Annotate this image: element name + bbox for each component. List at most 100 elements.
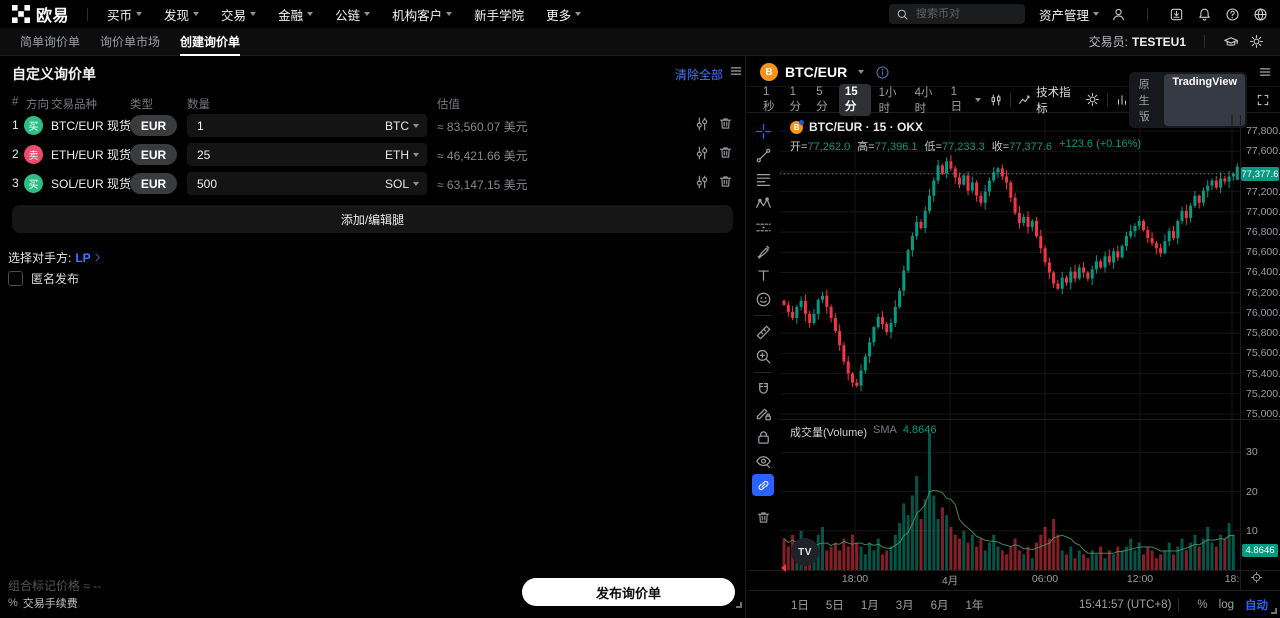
interval-1m[interactable]: 1分 xyxy=(789,85,802,113)
anonymous-checkbox[interactable] xyxy=(8,271,23,286)
view-chart-icon[interactable] xyxy=(694,145,710,161)
lock-tool-icon[interactable] xyxy=(751,425,775,449)
view-chart-icon[interactable] xyxy=(694,174,710,190)
currency-pill[interactable]: EUR xyxy=(130,115,177,136)
log-scale-button[interactable]: log xyxy=(1218,598,1234,611)
nav-menu-buy-crypto[interactable]: 买币 xyxy=(96,0,153,28)
ruler-tool-icon[interactable] xyxy=(751,320,775,344)
fib-retracement-tool-icon[interactable] xyxy=(751,167,775,191)
nav-menu-trade[interactable]: 交易 xyxy=(210,0,267,28)
interval-group: 1秒 1分 5分 15分 1小时 4小时 1日 xyxy=(757,82,971,118)
nav-divider xyxy=(87,7,89,21)
auto-scale-button[interactable]: 自动 xyxy=(1245,599,1268,612)
fullscreen-icon[interactable] xyxy=(1256,93,1270,107)
settings-gear-icon[interactable] xyxy=(1249,34,1264,49)
currency-pill[interactable]: EUR xyxy=(130,173,177,194)
amount-input[interactable] xyxy=(195,117,385,134)
range-1mo[interactable]: 1月 xyxy=(860,599,879,612)
amount-input[interactable] xyxy=(195,175,385,192)
zoom-in-tool-icon[interactable] xyxy=(751,344,775,368)
indicators-label[interactable]: 技术指标 xyxy=(1036,86,1071,115)
assets-menu[interactable]: 资产管理 xyxy=(1039,5,1099,24)
tradingview-watermark-icon[interactable]: TV xyxy=(791,538,819,566)
percent-scale-button[interactable]: % xyxy=(1197,598,1208,611)
interval-4h[interactable]: 4小时 xyxy=(914,86,933,115)
draw-lock-tool-icon[interactable] xyxy=(751,401,775,425)
long-position-tool-icon[interactable] xyxy=(751,215,775,239)
xabcd-pattern-tool-icon[interactable] xyxy=(751,191,775,215)
native-version-tab[interactable]: 原生版 xyxy=(1138,78,1150,123)
panel-menu-icon[interactable] xyxy=(729,64,743,78)
nav-menu-more[interactable]: 更多 xyxy=(535,0,592,28)
interval-chevron-icon[interactable] xyxy=(975,97,982,102)
interval-1d[interactable]: 1日 xyxy=(950,85,963,113)
range-1y[interactable]: 1年 xyxy=(965,599,984,612)
delete-leg-icon[interactable] xyxy=(718,145,733,160)
trash-tool-icon[interactable] xyxy=(751,505,775,529)
nav-menu-finance[interactable]: 金融 xyxy=(267,0,324,28)
chart-symbol[interactable]: BTC/EUR xyxy=(785,64,848,80)
unit-selector[interactable]: SOL xyxy=(385,177,419,191)
compare-bars-icon[interactable] xyxy=(1115,93,1129,107)
unit-selector[interactable]: BTC xyxy=(385,119,419,133)
search-input[interactable] xyxy=(913,7,1014,21)
globe-icon[interactable] xyxy=(1253,7,1268,22)
pane-separator[interactable] xyxy=(780,419,1280,420)
bell-icon[interactable] xyxy=(1197,7,1212,22)
nav-menu-institutions[interactable]: 机构客户 xyxy=(381,0,463,28)
nav-menu-discover[interactable]: 发现 xyxy=(153,0,210,28)
chevron-down-icon xyxy=(413,152,419,157)
drawing-toolbar xyxy=(747,119,779,529)
tab-simple-rfq[interactable]: 简单询价单 xyxy=(20,34,81,49)
interval-15m[interactable]: 15分 xyxy=(838,83,871,116)
range-3mo[interactable]: 3月 xyxy=(895,599,914,612)
chart-settings-icon[interactable] xyxy=(1085,92,1100,107)
crosshair-tool-icon[interactable] xyxy=(751,119,775,143)
panel-resize-corner[interactable] xyxy=(736,602,742,608)
tab-create-rfq[interactable]: 创建询价单 xyxy=(170,28,250,56)
candlestick-chart[interactable] xyxy=(780,115,1240,570)
magnet-tool-icon[interactable] xyxy=(751,377,775,401)
interval-1s[interactable]: 1秒 xyxy=(763,85,775,113)
range-6mo[interactable]: 6月 xyxy=(930,599,949,612)
user-icon[interactable] xyxy=(1111,7,1126,22)
tab-rfq-market[interactable]: 询价单市场 xyxy=(100,34,161,49)
okx-logo[interactable]: 欧易 xyxy=(12,2,69,26)
text-tool-icon[interactable] xyxy=(751,263,775,287)
delete-leg-icon[interactable] xyxy=(718,174,733,189)
interval-5m[interactable]: 5分 xyxy=(816,85,828,113)
clock: 15:41:57 (UTC+8) xyxy=(1079,598,1172,611)
candle-style-icon[interactable] xyxy=(989,93,1003,107)
add-edit-legs-button[interactable]: 添加/编辑腿 xyxy=(12,205,733,233)
strategy-hat-icon[interactable] xyxy=(1223,34,1239,50)
view-chart-icon[interactable] xyxy=(694,116,710,132)
nav-menu-chain[interactable]: 公链 xyxy=(324,0,381,28)
go-to-realtime-icon[interactable] xyxy=(1250,571,1263,584)
link-intervals-tool-icon[interactable] xyxy=(752,474,774,496)
indicators-icon[interactable] xyxy=(1018,93,1032,107)
nav-menu-academy[interactable]: 新手学院 xyxy=(463,0,535,28)
download-icon[interactable] xyxy=(1169,7,1184,22)
chevron-down-icon[interactable] xyxy=(858,70,865,74)
currency-pill[interactable]: EUR xyxy=(130,144,177,165)
help-icon[interactable] xyxy=(1225,7,1240,22)
estimate-value: ≈ 46,421.66 美元 xyxy=(437,149,528,163)
trend-line-tool-icon[interactable] xyxy=(751,143,775,167)
clear-all-link[interactable]: 清除全部 xyxy=(674,68,723,82)
emoji-tool-icon[interactable] xyxy=(751,287,775,311)
delete-leg-icon[interactable] xyxy=(718,116,733,131)
interval-1h[interactable]: 1小时 xyxy=(878,86,897,115)
publish-rfq-button[interactable]: 发布询价单 xyxy=(522,578,735,606)
page-resize-corner[interactable] xyxy=(1271,608,1277,614)
range-1d[interactable]: 1日 xyxy=(791,599,809,612)
chart-toolbar: 1秒 1分 5分 15分 1小时 4小时 1日 技术指标 原生版 TradingView xyxy=(747,71,1280,128)
amount-input[interactable] xyxy=(195,146,385,163)
chart-menu-icon[interactable] xyxy=(1258,65,1272,79)
info-icon[interactable] xyxy=(875,65,890,80)
hide-drawings-tool-icon[interactable] xyxy=(751,449,775,473)
counterparty-value[interactable]: LP xyxy=(75,251,102,265)
brush-tool-icon[interactable] xyxy=(751,239,775,263)
unit-selector[interactable]: ETH xyxy=(385,148,419,162)
range-5d[interactable]: 5日 xyxy=(825,599,844,612)
search-box[interactable] xyxy=(888,4,1025,24)
